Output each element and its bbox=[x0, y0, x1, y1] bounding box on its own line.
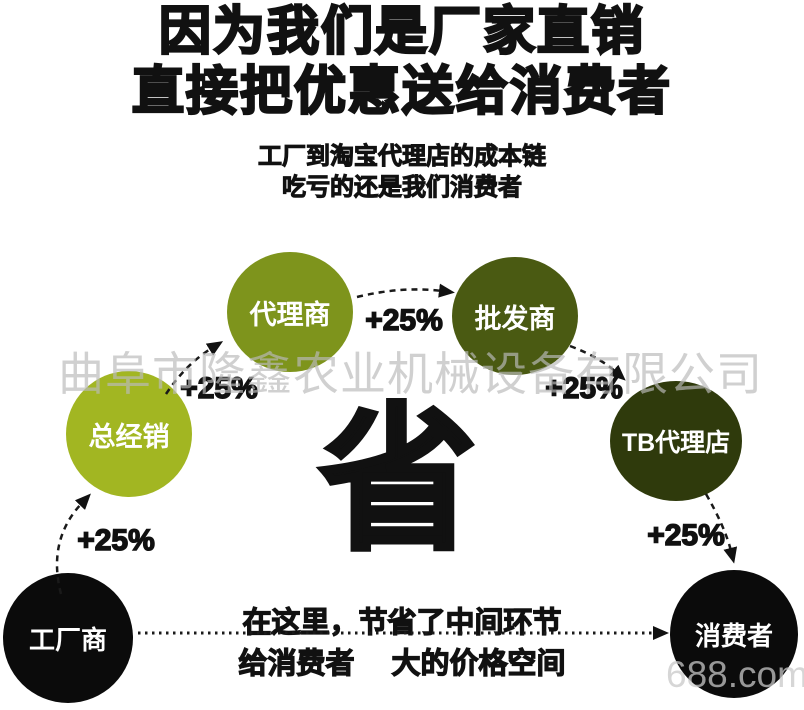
subtitle-line-2: 吃亏的还是我们消费者 bbox=[282, 174, 523, 202]
node-agent: 代理商 bbox=[227, 252, 353, 372]
title-line-2: 直接把优惠送给消费者 bbox=[131, 62, 672, 123]
footer-line-2: 给消费者 大的价格空间 bbox=[238, 647, 566, 680]
arrow-agent-to-wholesaler bbox=[356, 283, 455, 299]
increment-label-4: +25% bbox=[544, 371, 623, 406]
title-line-1: 因为我们是厂家直销 bbox=[158, 2, 645, 63]
node-tb-agency-label: TB代理店 bbox=[621, 429, 731, 457]
node-factory: 工厂商 bbox=[3, 573, 133, 703]
node-agent-label: 代理商 bbox=[249, 299, 331, 330]
page-title: 因为我们是厂家直销 直接把优惠送给消费者 bbox=[0, 2, 804, 123]
save-character: 省 bbox=[317, 391, 479, 571]
increment-label-5: +25% bbox=[646, 518, 725, 553]
increment-label-3: +25% bbox=[364, 303, 443, 338]
increment-label-2: +25% bbox=[179, 371, 258, 406]
node-wholesaler-label: 批发商 bbox=[474, 303, 556, 334]
node-consumer: 消费者 bbox=[670, 570, 798, 698]
increment-label-1: +25% bbox=[76, 523, 155, 558]
subtitle: 工厂到淘宝代理店的成本链 吃亏的还是我们消费者 bbox=[0, 141, 804, 203]
node-consumer-label: 消费者 bbox=[694, 620, 773, 651]
node-tb-agency: TB代理店 bbox=[610, 381, 742, 501]
footer-line-1: 在这里，节省了中间环节 bbox=[242, 606, 562, 639]
node-general-distributor-label: 总经销 bbox=[88, 421, 170, 452]
node-general-distributor: 总经销 bbox=[66, 371, 192, 497]
subtitle-line-1: 工厂到淘宝代理店的成本链 bbox=[258, 143, 547, 171]
arrow-wholesaler-to-tb bbox=[569, 344, 626, 381]
node-factory-label: 工厂商 bbox=[28, 624, 107, 655]
node-wholesaler: 批发商 bbox=[452, 257, 578, 375]
